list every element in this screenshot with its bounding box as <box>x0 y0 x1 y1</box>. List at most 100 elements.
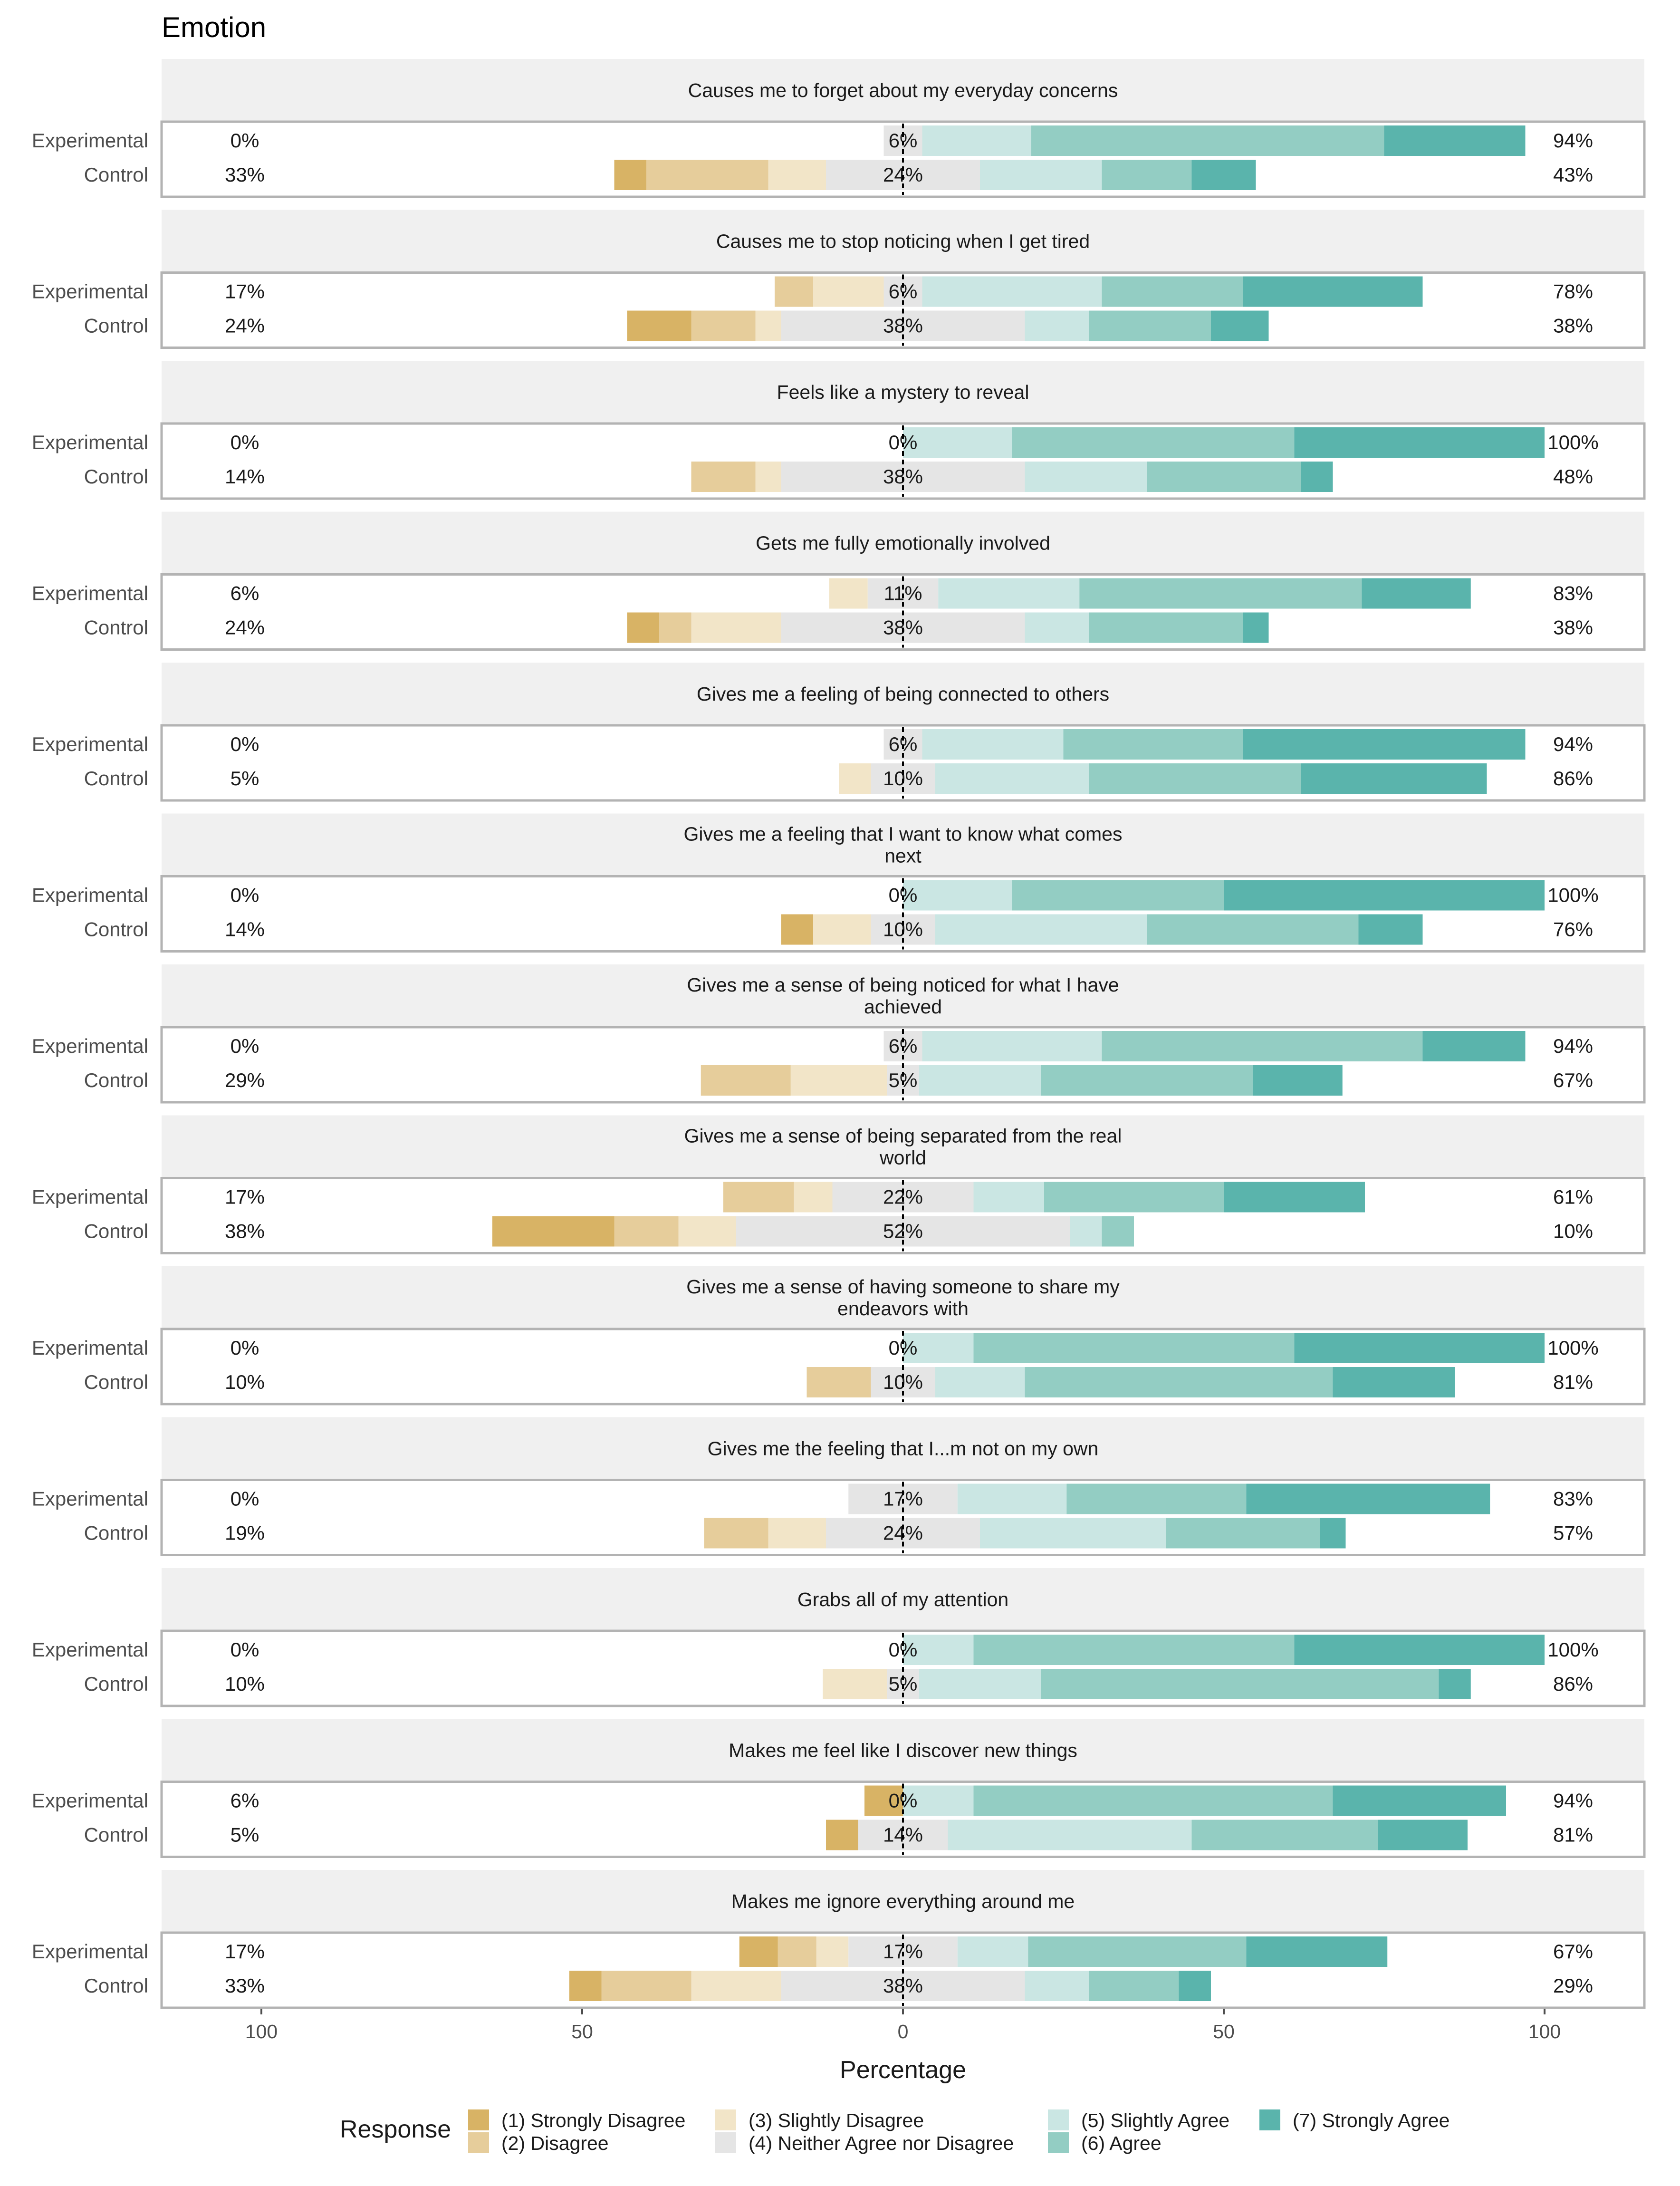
legend-title: Response <box>340 2116 451 2143</box>
bar-segment <box>704 1518 768 1549</box>
bar-segment <box>627 310 691 341</box>
legend-swatch <box>1259 2109 1280 2130</box>
bar-segment <box>1439 1669 1471 1699</box>
x-tick-label: 50 <box>1213 2021 1235 2042</box>
x-tick-label: 100 <box>1528 2021 1561 2042</box>
bar-segment <box>778 1936 816 1967</box>
left-percent-label: 14% <box>225 465 265 488</box>
bar-segment <box>1378 1820 1468 1850</box>
bar-segment <box>922 125 1031 156</box>
bar-segment <box>1079 578 1362 609</box>
panel-strip <box>162 361 1644 424</box>
bar-segment <box>973 1333 1295 1363</box>
bar-segment <box>1384 125 1526 156</box>
bar-segment <box>1089 310 1211 341</box>
bar-segment <box>1224 880 1545 911</box>
bar-segment <box>1191 1820 1378 1850</box>
bar-segment <box>957 1483 1067 1514</box>
row-label: Control <box>84 164 148 186</box>
bar-segment <box>948 1820 1192 1850</box>
panel-title: Causes me to forget about my everyday co… <box>688 79 1118 101</box>
panel-title: Gives me a sense of being separated from… <box>684 1125 1122 1147</box>
bar-segment <box>1089 1971 1179 2001</box>
bar-segment <box>1102 1216 1134 1247</box>
legend-swatch <box>715 2132 736 2153</box>
bar-segment <box>1147 462 1301 492</box>
x-tick-label: 100 <box>245 2021 278 2042</box>
bar-segment <box>973 1182 1044 1213</box>
panel-title: Gives me a sense of having someone to sh… <box>686 1276 1120 1298</box>
bar-segment <box>768 160 826 190</box>
bar-segment <box>1102 160 1192 190</box>
panel-title: Gets me fully emotionally involved <box>756 532 1050 554</box>
row-label: Experimental <box>32 884 148 906</box>
bar-segment <box>1066 1483 1247 1514</box>
bar-segment <box>1333 1785 1506 1816</box>
bar-segment <box>1301 462 1333 492</box>
panel: Gives me a feeling that I want to know w… <box>32 813 1646 953</box>
right-percent-label: 94% <box>1553 733 1593 755</box>
bar-segment <box>1294 1333 1545 1363</box>
left-percent-label: 0% <box>230 733 259 755</box>
row-label: Experimental <box>32 1488 148 1510</box>
panel-title: Causes me to stop noticing when I get ti… <box>716 231 1090 252</box>
bar-segment <box>1041 1669 1439 1699</box>
bar-segment <box>1422 1031 1526 1061</box>
row-label: Experimental <box>32 1790 148 1812</box>
panel-title: Feels like a mystery to reveal <box>777 381 1029 403</box>
panel-title: Gives me a feeling that I want to know w… <box>684 823 1123 845</box>
right-percent-label: 81% <box>1553 1824 1593 1846</box>
panel-strip <box>162 1266 1644 1329</box>
legend-swatch <box>715 2109 736 2130</box>
row-label: Control <box>84 1220 148 1242</box>
bar-segment <box>1147 914 1359 945</box>
bar-segment <box>1320 1518 1346 1549</box>
bar-segment <box>935 1367 1025 1397</box>
bar-segment <box>678 1216 736 1247</box>
bar-segment <box>691 310 756 341</box>
bar-segment <box>806 1367 871 1397</box>
legend: Response (1) Strongly Disagree(2) Disagre… <box>340 2109 1450 2154</box>
left-percent-label: 14% <box>225 918 265 941</box>
row-label: Control <box>84 1673 148 1695</box>
left-percent-label: 17% <box>225 1186 265 1208</box>
bar-segment <box>1224 1182 1365 1213</box>
bar-segment <box>903 1333 974 1363</box>
bar-segment <box>1102 276 1243 307</box>
x-tick-label: 0 <box>898 2021 909 2042</box>
bar-segment <box>1358 914 1423 945</box>
bar-segment <box>1025 462 1147 492</box>
row-label: Control <box>84 1371 148 1393</box>
bar-segment <box>1070 1216 1102 1247</box>
right-percent-label: 67% <box>1553 1069 1593 1091</box>
bar-segment <box>1333 1367 1455 1397</box>
bar-segment <box>980 160 1102 190</box>
left-percent-label: 6% <box>230 582 259 605</box>
bar-segment <box>1252 1065 1343 1096</box>
left-percent-label: 6% <box>230 1790 259 1812</box>
left-percent-label: 0% <box>230 1337 259 1359</box>
bar-segment <box>938 578 1080 609</box>
left-percent-label: 19% <box>225 1522 265 1544</box>
panel-strip <box>162 813 1644 876</box>
panel-title: Grabs all of my attention <box>797 1589 1008 1610</box>
panel-title: Makes me feel like I discover new things <box>729 1740 1077 1762</box>
bar-segment <box>755 310 781 341</box>
panel-strip <box>162 511 1644 575</box>
left-percent-label: 0% <box>230 1638 259 1661</box>
bar-segment <box>816 1936 849 1967</box>
right-percent-label: 83% <box>1553 582 1593 605</box>
row-label: Control <box>84 616 148 639</box>
bar-segment <box>790 1065 887 1096</box>
left-percent-label: 5% <box>230 767 259 790</box>
bar-segment <box>980 1518 1166 1549</box>
row-label: Control <box>84 918 148 941</box>
bar-segment <box>813 914 871 945</box>
left-percent-label: 38% <box>225 1220 265 1242</box>
panel-title: Gives me a feeling of being connected to… <box>697 683 1109 705</box>
bar-segment <box>614 160 646 190</box>
panel-title: next <box>884 845 922 867</box>
panel-strip <box>162 210 1644 273</box>
bar-segment <box>768 1518 826 1549</box>
legend-label: (7) Strongly Agree <box>1293 2109 1450 2131</box>
